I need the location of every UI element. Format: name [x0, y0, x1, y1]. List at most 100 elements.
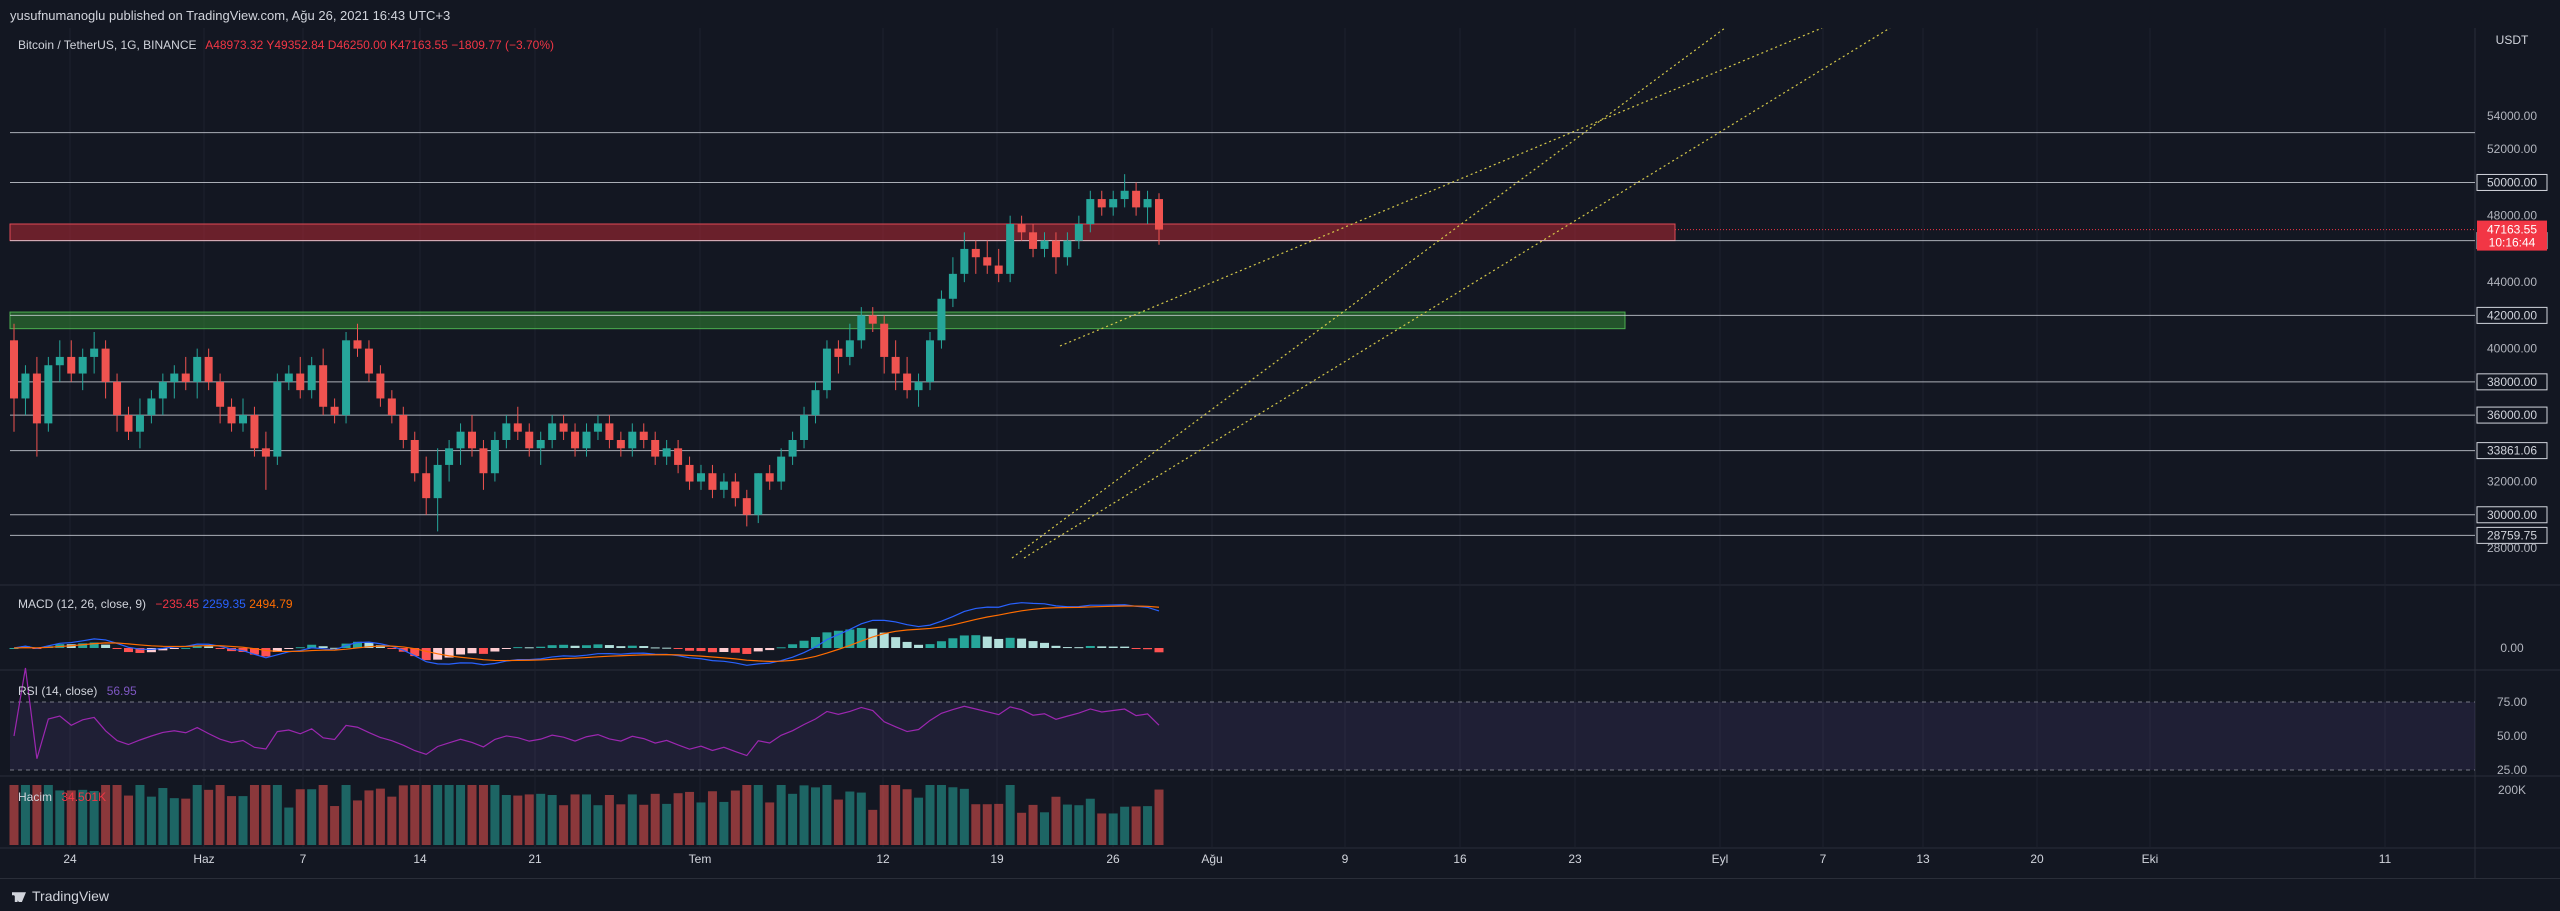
- volume-bar: [811, 787, 820, 845]
- candle-body: [319, 365, 328, 407]
- candle-body: [10, 340, 18, 399]
- macd-histogram-bar: [192, 645, 202, 648]
- legend-low: D46250.00: [327, 38, 387, 52]
- macd-histogram-bar: [330, 647, 340, 649]
- macd-histogram-bar: [238, 648, 248, 652]
- candle-body: [1120, 190, 1129, 200]
- macd-histogram-bar: [89, 642, 99, 648]
- candle-body: [697, 473, 705, 482]
- volume-bar: [112, 785, 122, 845]
- channel-line: [1011, 27, 1726, 559]
- macd-histogram-bar: [353, 641, 362, 648]
- support-zone: [9, 311, 1626, 330]
- macd-histogram-bar: [685, 648, 695, 651]
- macd-histogram-bar: [1085, 645, 1095, 648]
- legend-high: Y49352.84: [266, 38, 325, 52]
- chart-svg[interactable]: 54000.0052000.0050000.0048000.0046500.00…: [0, 27, 2560, 878]
- candle-body: [296, 373, 305, 391]
- macd-histogram-bar: [959, 635, 969, 648]
- candle-body: [674, 448, 683, 465]
- volume-bar: [788, 793, 798, 845]
- volume-bar: [410, 785, 420, 845]
- volume-bar: [673, 793, 683, 845]
- macd-histogram-bar: [776, 647, 786, 649]
- volume-bar: [879, 785, 889, 845]
- candle-body: [284, 373, 293, 382]
- volume-bar: [364, 790, 374, 845]
- volume-bar: [891, 785, 901, 845]
- candle-body: [147, 398, 156, 416]
- volume-bar: [559, 805, 569, 845]
- rsi-line: [13, 667, 1160, 759]
- candle-body: [468, 431, 476, 449]
- candle-body: [32, 373, 41, 424]
- price-level-tag: [2476, 526, 2548, 544]
- macd-hist-value: −235.45: [155, 597, 200, 611]
- volume-bar: [444, 785, 454, 845]
- candle-body: [937, 298, 946, 341]
- chart-area[interactable]: 54000.0052000.0050000.0048000.0046500.00…: [0, 27, 2560, 878]
- volume-bar: [696, 802, 706, 845]
- macd-histogram-bar: [582, 645, 591, 648]
- macd-histogram-bar: [1040, 642, 1049, 648]
- macd-label: MACD (12, 26, close, 9): [18, 597, 147, 611]
- currency-label: USDT: [2496, 33, 2529, 47]
- time-axis-label: 26: [1106, 852, 1120, 866]
- volume-bar: [1017, 812, 1027, 845]
- macd-signal-value: 2494.79: [249, 597, 293, 611]
- volume-bar: [513, 795, 523, 845]
- macd-histogram-bar: [1143, 648, 1153, 650]
- countdown-label: 10:16:44: [2489, 236, 2536, 250]
- macd-histogram-bar: [501, 648, 511, 649]
- macd-histogram-bar: [730, 648, 740, 653]
- macd-histogram-bar: [604, 645, 614, 648]
- candle-body: [158, 381, 167, 399]
- candle-body: [1143, 199, 1152, 208]
- publisher-line: yusufnumanoglu published on TradingView.…: [10, 8, 451, 23]
- macd-histogram-bar: [215, 648, 225, 649]
- volume-bar: [249, 785, 259, 845]
- candle-body: [971, 248, 980, 258]
- volume-bar: [158, 788, 168, 845]
- volume-bar: [799, 785, 809, 845]
- volume-bar: [604, 795, 614, 845]
- candle-body: [582, 431, 591, 449]
- time-axis-label: 23: [1568, 852, 1582, 866]
- macd-histogram-bar: [971, 635, 981, 648]
- volume-bar: [662, 803, 672, 845]
- candle-body: [250, 415, 259, 449]
- macd-histogram-bar: [925, 644, 935, 648]
- macd-histogram-bar: [742, 648, 752, 654]
- volume-bar: [639, 804, 649, 845]
- volume-bar: [1120, 806, 1130, 845]
- volume-bar: [43, 785, 53, 845]
- macd-histogram-bar: [146, 648, 156, 653]
- macd-histogram-bar: [364, 642, 374, 648]
- volume-bar: [478, 785, 488, 845]
- volume-bar: [925, 785, 935, 845]
- price-axis-label: 40000.00: [2487, 342, 2537, 356]
- volume-bar: [215, 785, 225, 845]
- macd-histogram-bar: [1051, 645, 1061, 648]
- candle-body: [536, 440, 545, 449]
- volume-bar: [55, 790, 65, 845]
- volume-bar: [685, 791, 695, 845]
- macd-histogram-bar: [891, 637, 901, 648]
- macd-histogram-bar: [719, 648, 729, 653]
- time-axis-label: Haz: [193, 852, 214, 866]
- volume-bar: [78, 789, 88, 845]
- candle-body: [788, 440, 797, 457]
- candle-body: [639, 431, 648, 440]
- volume-bar: [1028, 804, 1038, 845]
- volume-bar: [776, 785, 786, 845]
- candle-body: [204, 356, 213, 382]
- time-axis-label: Ağu: [1201, 852, 1222, 866]
- time-axis-label: Eyl: [1712, 852, 1729, 866]
- candle-body: [181, 373, 190, 382]
- macd-histogram-bar: [627, 645, 637, 648]
- time-axis-label: 20: [2030, 852, 2044, 866]
- volume-bar: [707, 791, 717, 845]
- macd-histogram-bar: [261, 648, 271, 657]
- candle-body: [1029, 232, 1038, 249]
- macd-histogram-bar: [936, 641, 946, 648]
